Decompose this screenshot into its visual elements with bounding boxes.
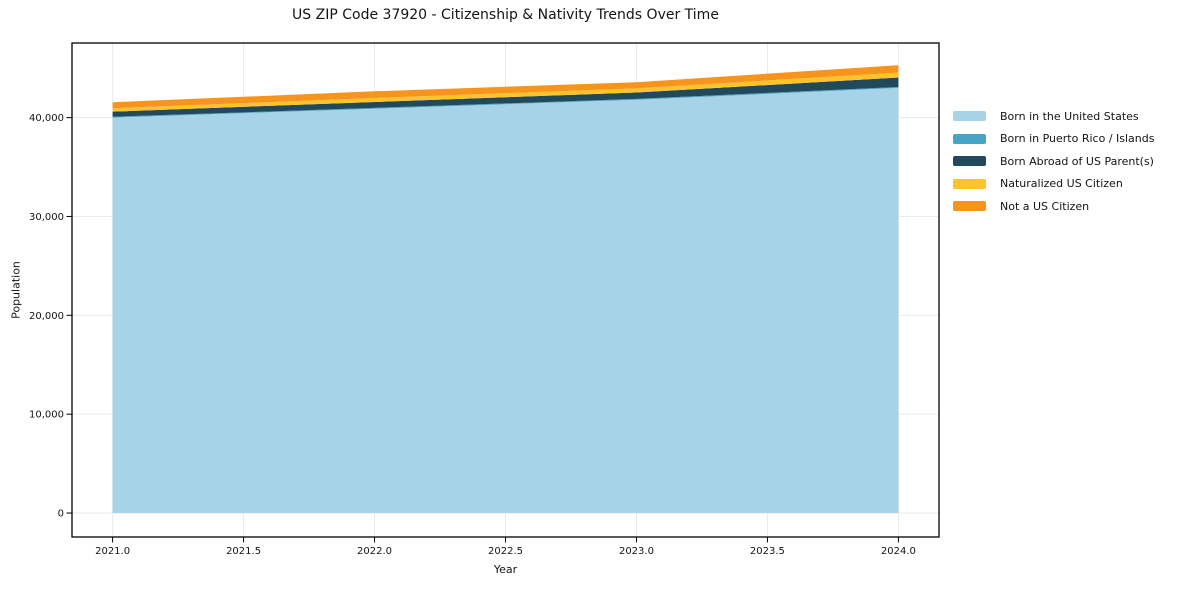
x-axis-label: Year xyxy=(493,563,518,576)
x-tick-label: 2021.0 xyxy=(95,546,130,557)
x-tick-label: 2022.5 xyxy=(488,546,523,557)
y-tick-label: 30,000 xyxy=(29,212,64,223)
legend-item: Naturalized US Citizen xyxy=(953,173,1154,196)
y-tick-label: 20,000 xyxy=(29,311,64,322)
y-tick-label: 0 xyxy=(58,509,64,520)
legend-label: Born in Puerto Rico / Islands xyxy=(1000,132,1155,146)
legend-label: Naturalized US Citizen xyxy=(1000,177,1123,191)
x-tick-label: 2023.0 xyxy=(619,546,654,557)
legend-item: Born in the United States xyxy=(953,105,1154,128)
area-series-born-in-the-united-states xyxy=(112,87,899,514)
x-tick-label: 2024.0 xyxy=(881,546,916,557)
legend-swatch xyxy=(953,201,986,212)
legend-swatch xyxy=(953,133,986,144)
y-tick-label: 10,000 xyxy=(29,410,64,421)
legend-item: Born in Puerto Rico / Islands xyxy=(953,128,1154,151)
area-series-born-abroad-of-us-parent-s xyxy=(112,77,899,117)
y-tick-label: 40,000 xyxy=(29,113,64,124)
legend-label: Born Abroad of US Parent(s) xyxy=(1000,154,1154,168)
legend-swatch xyxy=(953,178,986,189)
chart-title: US ZIP Code 37920 - Citizenship & Nativi… xyxy=(292,7,719,23)
area-series-born-in-puerto-rico-islands xyxy=(112,86,899,118)
area-series-not-a-us-citizen xyxy=(112,65,899,109)
y-axis-label: Population xyxy=(9,261,23,319)
legend-swatch xyxy=(953,156,986,167)
legend-item: Not a US Citizen xyxy=(953,195,1154,218)
area-series-naturalized-us-citizen xyxy=(112,72,899,112)
legend: Born in the United States Born in Puerto … xyxy=(953,105,1154,218)
x-tick-label: 2021.5 xyxy=(226,546,261,557)
legend-label: Born in the United States xyxy=(1000,109,1139,123)
legend-item: Born Abroad of US Parent(s) xyxy=(953,150,1154,173)
legend-label: Not a US Citizen xyxy=(1000,199,1090,213)
x-tick-label: 2022.0 xyxy=(357,546,392,557)
x-tick-label: 2023.5 xyxy=(750,546,785,557)
legend-swatch xyxy=(953,111,986,122)
